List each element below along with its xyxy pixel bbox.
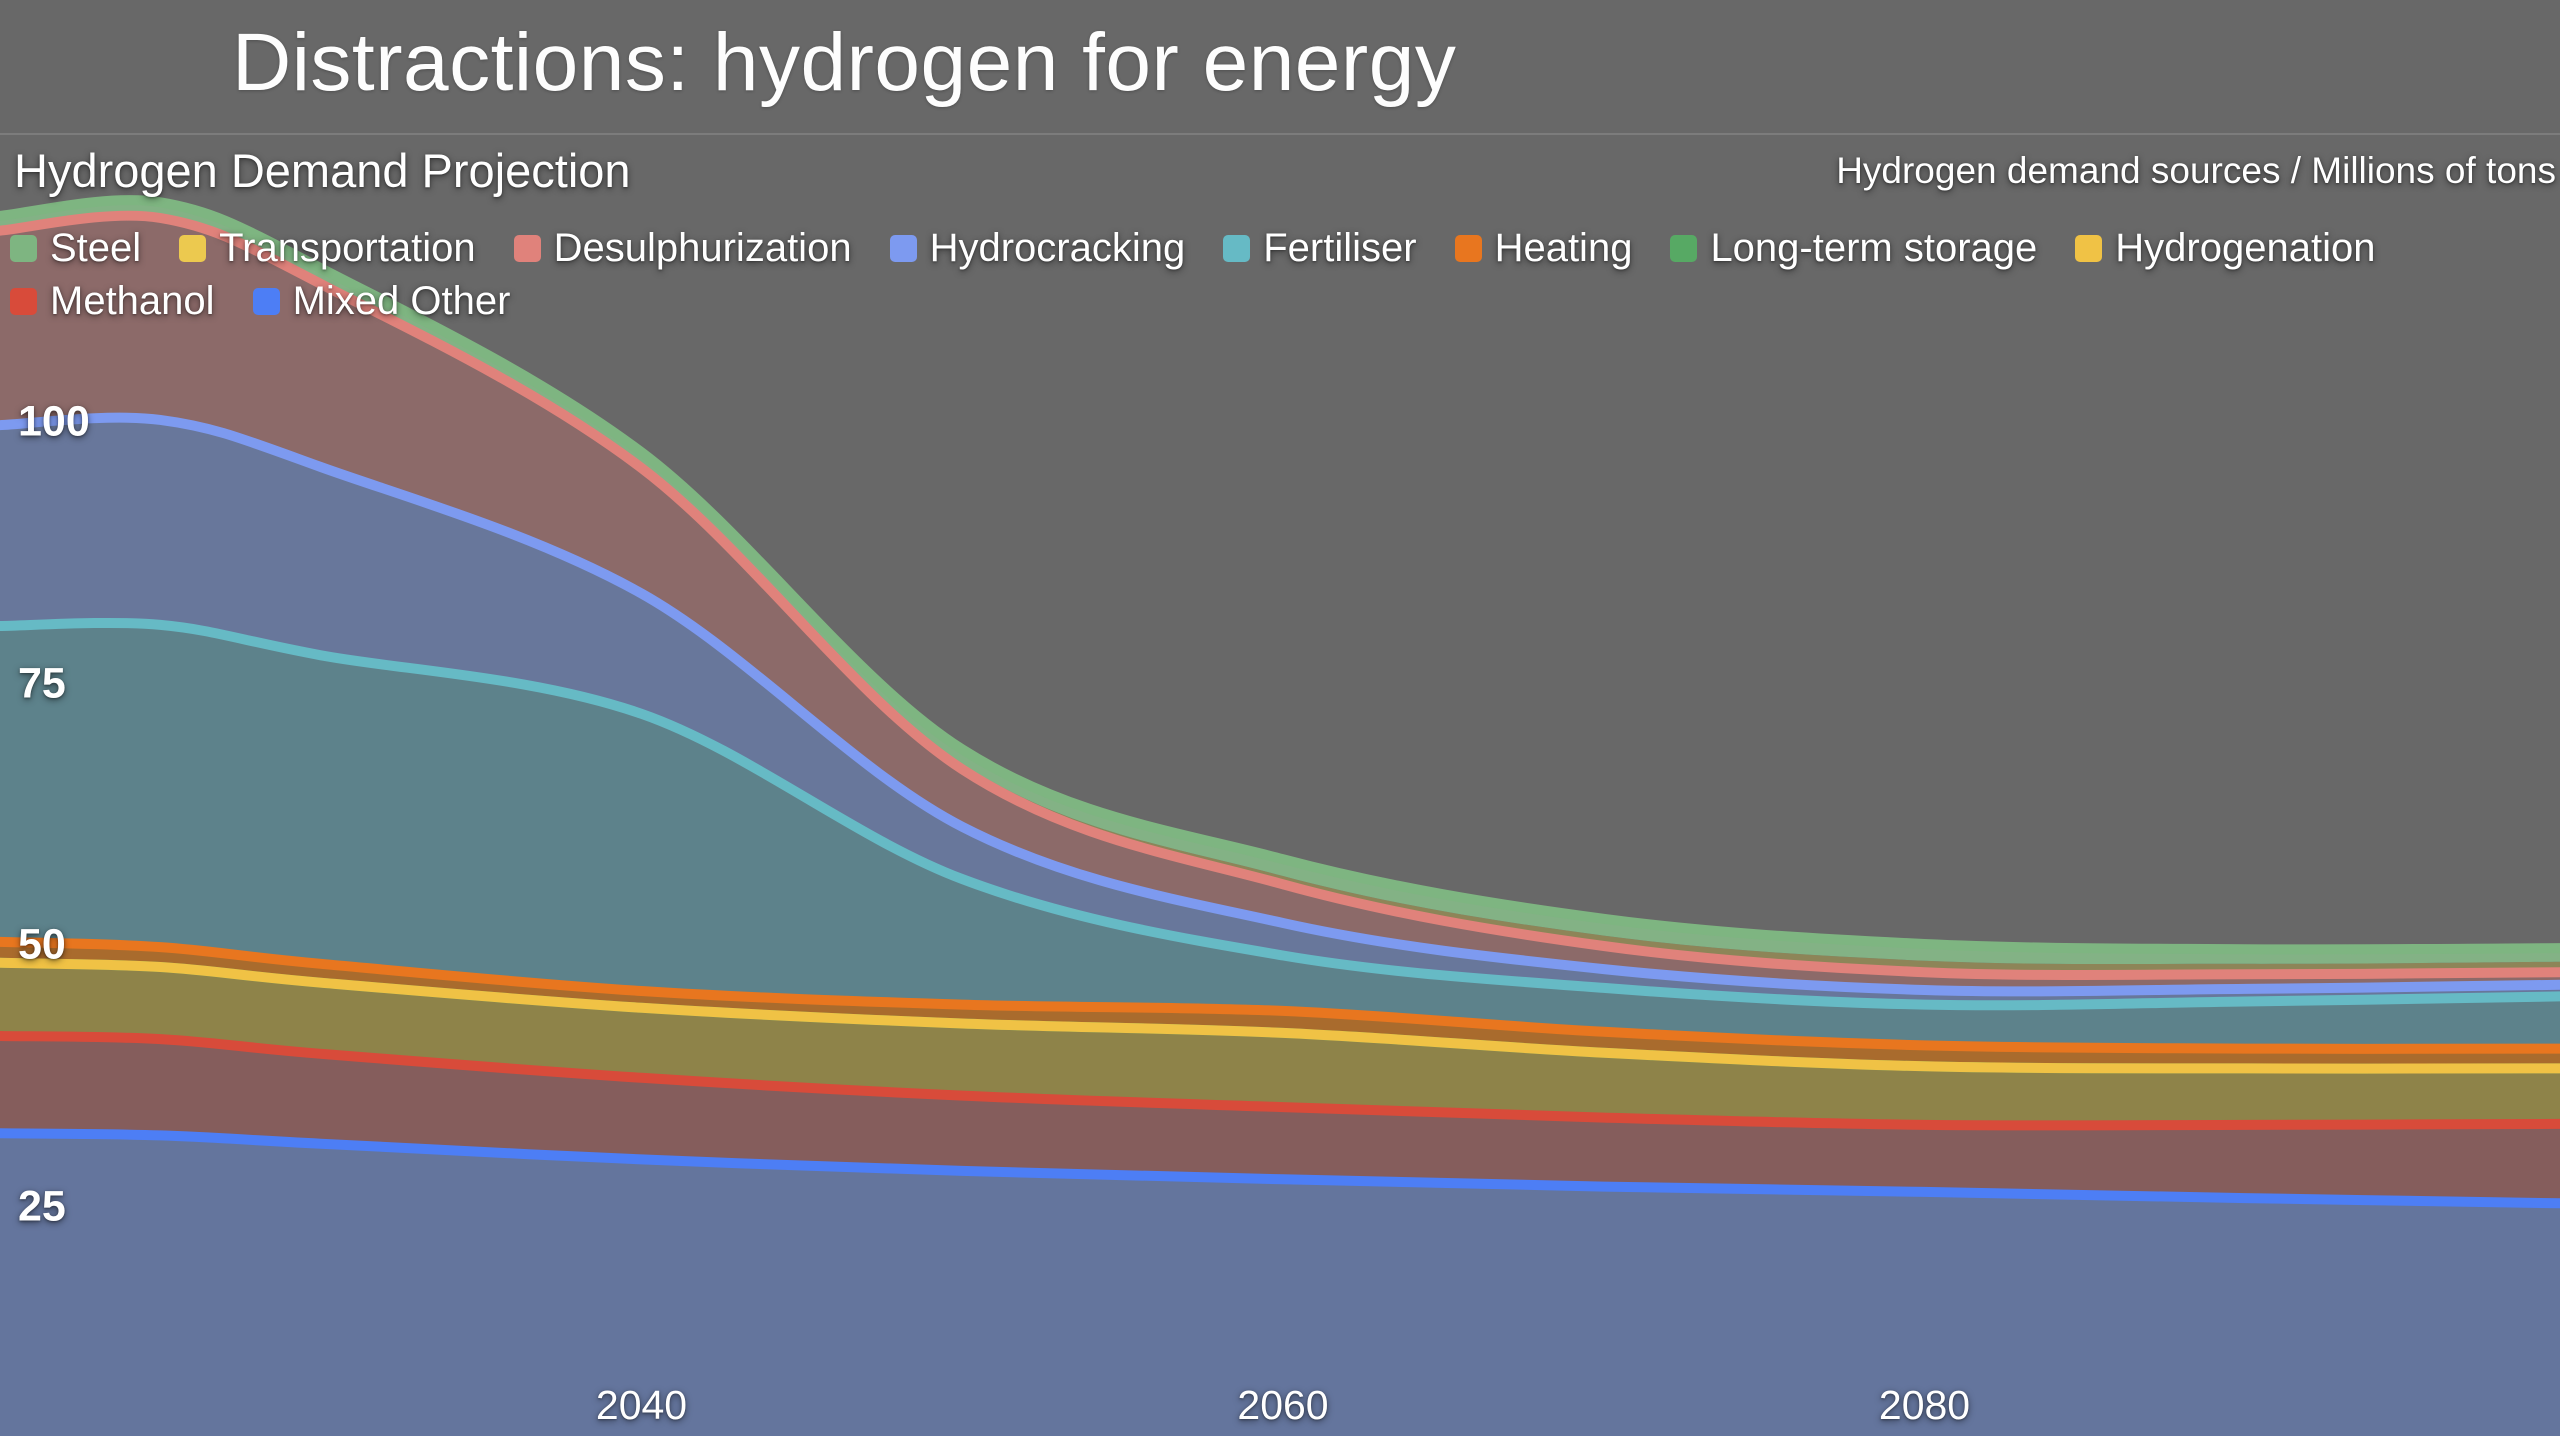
legend-swatch-fertiliser — [1223, 235, 1251, 262]
x-axis-label: 2040 — [595, 1382, 688, 1428]
line-fertiliser[interactable] — [0, 617, 2560, 1011]
legend-item-mixed-other[interactable]: Mixed Other — [252, 275, 511, 328]
legend-label: Steel — [50, 226, 142, 270]
legend-swatch-transportation — [179, 235, 207, 262]
legend-label: Fertiliser — [1263, 226, 1417, 270]
legend-label: Transportation — [219, 226, 476, 270]
x-axis-label: 2080 — [1878, 1382, 1971, 1428]
line-hydrogenation[interactable] — [0, 957, 2560, 1074]
area-heating[interactable] — [0, 941, 2560, 1069]
area-strokes — [0, 195, 2560, 1209]
y-axis-label: 75 — [18, 659, 66, 707]
page-title: Distractions: hydrogen for energy — [232, 17, 1457, 108]
line-steel[interactable] — [0, 195, 2560, 955]
legend-label: Hydrocracking — [929, 226, 1186, 270]
legend-swatch-mixed-other — [252, 288, 280, 315]
legend-swatch-methanol — [10, 288, 37, 315]
legend-label: Long-term storage — [1710, 226, 2038, 270]
legend-label: Mixed Other — [292, 279, 511, 323]
legend-label: Hydrogenation — [2115, 226, 2376, 270]
chart-subtitle: Hydrogen demand sources / Millions of to… — [1836, 150, 2556, 191]
area-fertiliser[interactable] — [0, 622, 2560, 1049]
legend-item-long-term-storage[interactable]: Long-term storage — [1670, 222, 2037, 275]
area-mixed-other[interactable] — [0, 1133, 2560, 1436]
x-axis-label: 2060 — [1237, 1382, 1329, 1428]
line-desulphurization[interactable] — [0, 210, 2560, 981]
area-hydrogenation[interactable] — [0, 962, 2560, 1126]
legend-item-desulphurization[interactable]: Desulphurization — [513, 222, 852, 275]
line-heating[interactable] — [0, 936, 2560, 1054]
legend-item-transportation[interactable]: Transportation — [179, 222, 476, 275]
legend-item-methanol[interactable]: Methanol — [10, 275, 215, 328]
y-axis-label: 50 — [18, 920, 66, 969]
legend-label: Methanol — [50, 279, 215, 323]
chart-legend: Steel Transportation Desulphurization Hydro… — [10, 222, 2560, 328]
legend-swatch-steel — [10, 235, 37, 262]
legend-swatch-long-term-storage — [1670, 235, 1698, 262]
chart-title: Hydrogen Demand Projection — [14, 144, 631, 197]
line-mixed-other[interactable] — [0, 1128, 2560, 1209]
area-hydrocracking[interactable] — [0, 417, 2560, 1006]
legend-item-fertiliser[interactable]: Fertiliser — [1223, 222, 1417, 275]
legend-item-hydrogenation[interactable]: Hydrogenation — [2075, 222, 2375, 275]
area-fills — [0, 200, 2560, 1436]
legend-label: Heating — [1494, 226, 1633, 270]
legend-swatch-heating — [1454, 235, 1482, 262]
legend-swatch-hydrocracking — [889, 235, 917, 262]
line-methanol[interactable] — [0, 1031, 2560, 1131]
header-divider — [0, 133, 2560, 135]
legend-item-steel[interactable]: Steel — [10, 222, 141, 275]
line-hydrocracking[interactable] — [0, 412, 2560, 997]
legend-swatch-hydrogenation — [2075, 235, 2103, 262]
y-axis-label: 100 — [18, 397, 90, 446]
legend-label: Desulphurization — [553, 226, 852, 270]
legend-swatch-desulphurization — [513, 235, 541, 262]
y-axis-label: 25 — [18, 1182, 66, 1230]
legend-item-hydrocracking[interactable]: Hydrocracking — [889, 222, 1186, 275]
legend-item-heating[interactable]: Heating — [1454, 222, 1633, 275]
